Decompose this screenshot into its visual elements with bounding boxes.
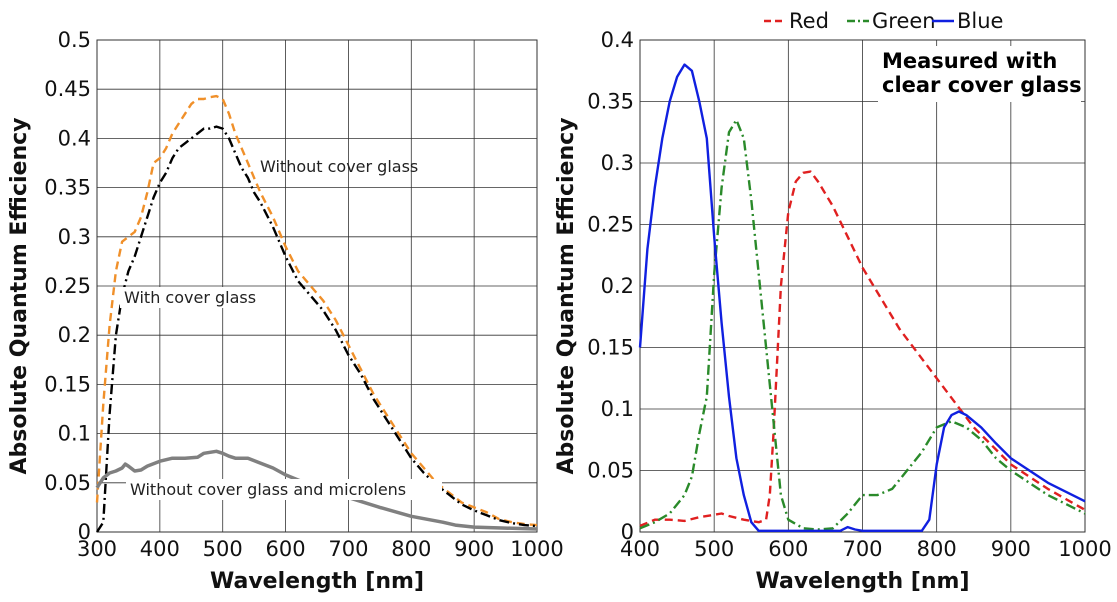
right-y-tick-label: 0.15 (587, 336, 634, 360)
right-x-tick-label: 400 (620, 537, 660, 561)
left-y-axis-label: Absolute Quantum Efficiency (7, 117, 32, 474)
left-chart: 300 400 500 600 700 800 900 1000 0 0.05 0.1 0.15 0.2… (7, 28, 564, 594)
right-gridlines (639, 39, 1086, 533)
right-y-tick-label: 0.4 (601, 28, 634, 52)
annotation-background (120, 287, 278, 308)
right-x-tick-label: 800 (917, 537, 957, 561)
left-tick-labels: 300 400 500 600 700 800 900 1000 0 0.05 0.1 0.15 0.2… (44, 28, 563, 561)
note-box (878, 46, 1081, 102)
left-y-tick-label: 0.45 (44, 77, 91, 101)
right-y-axis-label: Absolute Quantum Efficiency (554, 117, 579, 474)
left-x-tick-label: 600 (266, 537, 306, 561)
legend-label-green: Green (872, 9, 936, 33)
legend-label-blue: Blue (957, 9, 1003, 33)
left-x-axis-label: Wavelength [nm] (210, 569, 424, 594)
left-annotation: Without cover glass and microlens (130, 480, 406, 499)
right-series (638, 63, 1086, 532)
right-note-line: Measured with (882, 49, 1057, 73)
right-note-line: clear cover glass (882, 73, 1082, 97)
right-tick-labels: 400 500 600 700 800 900 1000 0 0.05 0.1 0.15 0.2 0.2… (587, 28, 1111, 561)
right-y-tick-label: 0.05 (587, 459, 634, 483)
right-x-tick-label: 1000 (1058, 537, 1111, 561)
right-legend: Red Green Blue (764, 9, 1003, 33)
left-x-tick-label: 500 (203, 537, 243, 561)
legend-label-red: Red (789, 9, 829, 33)
left-annotation: Without cover glass (260, 157, 418, 176)
left-series-line-2 (95, 449, 538, 531)
left-x-tick-label: 900 (454, 537, 494, 561)
left-y-tick-label: 0.05 (44, 471, 91, 495)
left-annotation: With cover glass (124, 288, 256, 307)
left-gridlines (96, 39, 538, 533)
right-x-tick-label: 700 (842, 537, 882, 561)
left-x-tick-label: 800 (391, 537, 431, 561)
left-x-tick-label: 400 (140, 537, 180, 561)
left-y-tick-label: 0.4 (58, 126, 91, 150)
left-y-tick-label: 0.2 (58, 323, 91, 347)
left-y-tick-label: 0.1 (58, 422, 91, 446)
right-y-tick-label: 0.2 (601, 274, 634, 298)
left-y-tick-label: 0.15 (44, 372, 91, 396)
left-y-tick-label: 0.25 (44, 274, 91, 298)
left-annotations: Without cover glass With cover glass Witho… (120, 157, 442, 500)
right-series-line-green (639, 118, 1086, 531)
right-chart: 400 500 600 700 800 900 1000 0 0.05 0.1 0.15 0.2 0.2… (554, 9, 1112, 594)
left-x-tick-label: 300 (77, 537, 117, 561)
right-y-tick-label: 0.35 (587, 90, 634, 114)
left-y-tick-label: 0.35 (44, 176, 91, 200)
right-y-tick-label: 0.3 (601, 151, 634, 175)
right-series-line-red (639, 170, 1086, 528)
right-x-tick-label: 900 (991, 537, 1031, 561)
left-y-tick-label: 0.3 (58, 225, 91, 249)
right-x-tick-label: 600 (768, 537, 808, 561)
left-x-tick-label: 700 (328, 537, 368, 561)
right-y-tick-label: 0 (621, 520, 634, 544)
right-x-axis-label: Wavelength [nm] (756, 569, 970, 594)
right-y-tick-label: 0.1 (601, 397, 634, 421)
left-series-line-0 (95, 94, 538, 527)
left-y-tick-label: 0.5 (58, 28, 91, 52)
left-x-tick-label: 1000 (510, 537, 563, 561)
left-y-tick-label: 0 (78, 520, 91, 544)
right-x-tick-label: 500 (694, 537, 734, 561)
right-y-tick-label: 0.25 (587, 213, 634, 237)
right-series-line-blue (638, 63, 1086, 532)
annotation-background (126, 479, 442, 500)
